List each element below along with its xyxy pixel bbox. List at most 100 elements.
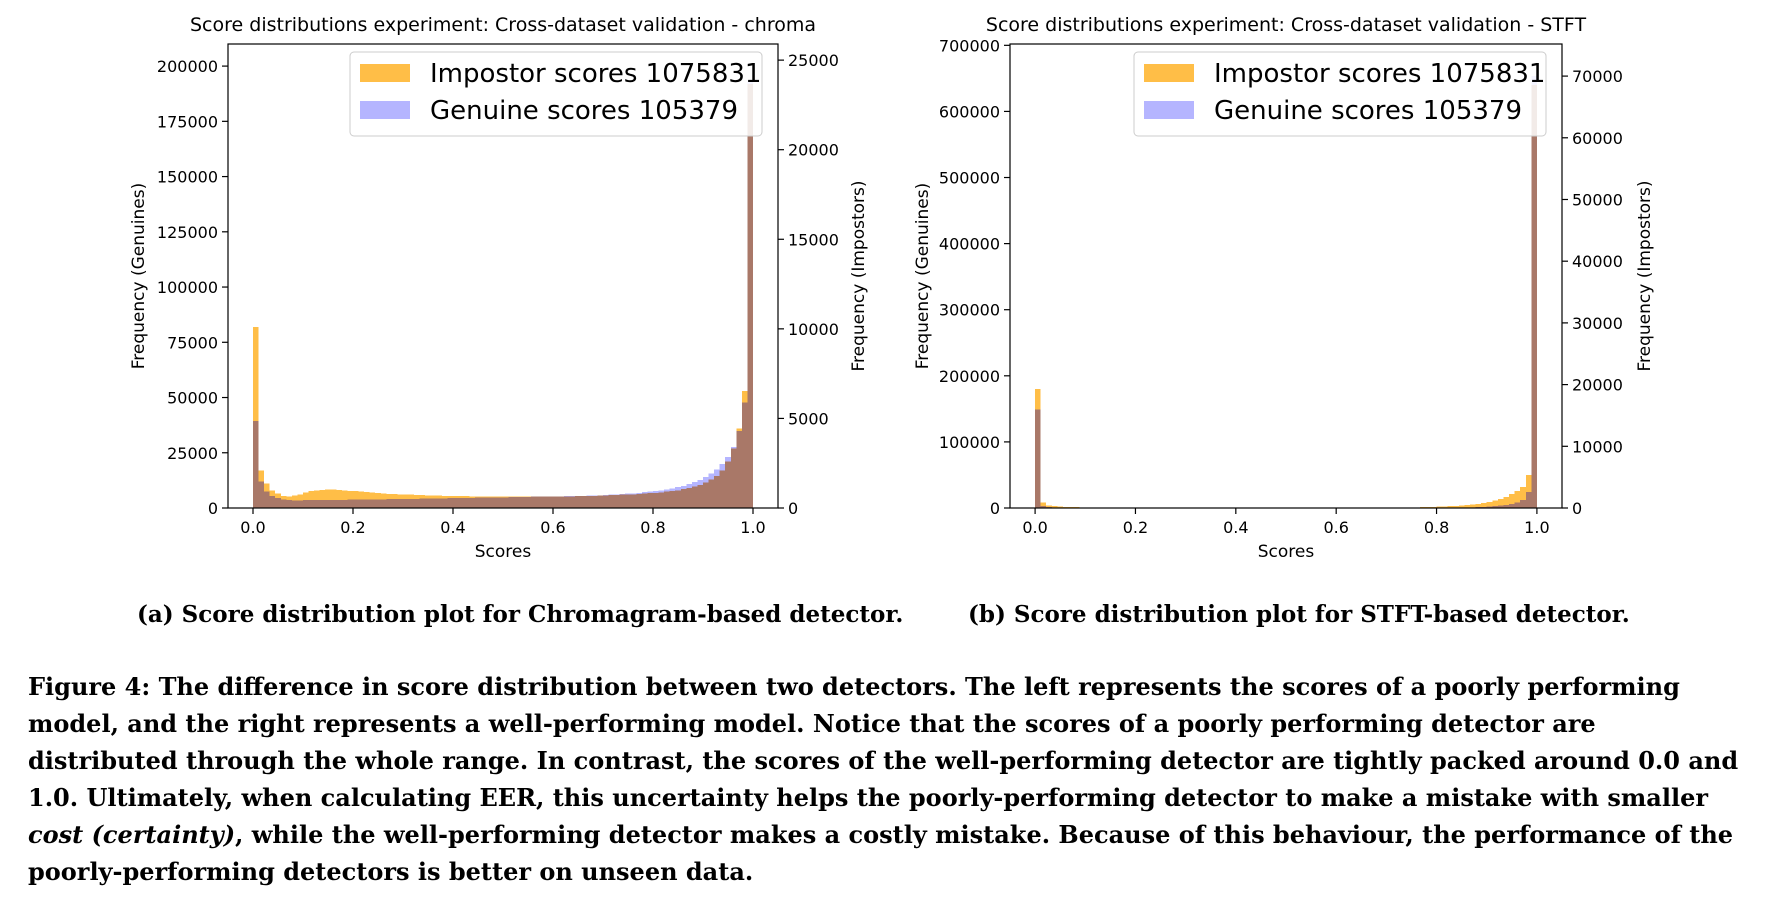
overlap-bar (597, 495, 603, 508)
y-left-tick-label: 25000 (167, 444, 218, 463)
y-right-tick-label: 50000 (1572, 190, 1623, 209)
chart-title: Score distributions experiment: Cross-da… (986, 14, 1587, 36)
overlap-bar (653, 492, 659, 508)
impostor-bar (308, 491, 315, 508)
overlap-bar (308, 499, 315, 508)
overlap-bar (741, 402, 748, 508)
x-tick-label: 0.8 (640, 518, 665, 537)
overlap-bar (1525, 491, 1532, 508)
overlap-bar (530, 496, 537, 508)
impostor-bar (1503, 496, 1510, 508)
subcaption-b: (b) Score distribution plot for STFT-bas… (968, 601, 1630, 628)
overlap-bar (591, 495, 598, 508)
impostor-bar (325, 489, 331, 508)
legend-box (349, 51, 763, 137)
overlap-bar (608, 495, 615, 508)
overlap-bar (430, 498, 437, 508)
overlap-bar (358, 499, 365, 508)
x-tick-label: 0.6 (1323, 518, 1348, 537)
x-tick-label: 0.0 (240, 518, 265, 537)
y-right-tick-label: 30000 (1572, 314, 1623, 333)
overlap-bar (375, 499, 381, 508)
y-right-tick-label: 15000 (788, 230, 839, 249)
y-left-tick-label: 200000 (939, 367, 1000, 386)
x-tick-label: 1.0 (1524, 518, 1549, 537)
overlap-bar (586, 495, 592, 508)
overlap-bar (669, 490, 676, 508)
y-left-tick-label: 700000 (939, 36, 1000, 55)
caption-emphasis: cost (certainty) (28, 820, 236, 849)
overlap-bar (730, 448, 737, 508)
x-tick-label: 0.0 (1022, 518, 1047, 537)
y-right-tick-label: 20000 (1572, 376, 1623, 395)
series-overlap (253, 83, 753, 509)
y-left-tick-label: 50000 (167, 389, 218, 408)
overlap-bar (386, 499, 392, 508)
y-left-tick-label: 300000 (939, 301, 1000, 320)
impostor-bar (1492, 500, 1498, 508)
overlap-bar (1520, 499, 1526, 508)
overlap-bar (697, 484, 703, 508)
overlap-bar (253, 421, 259, 508)
overlap-bar (286, 500, 292, 508)
y-left-tick-label: 500000 (939, 169, 1000, 188)
legend-label-impostor: Impostor scores 1075831 (430, 59, 761, 89)
overlap-bar (564, 496, 570, 508)
y-left-tick-label: 600000 (939, 102, 1000, 121)
legend-swatch-genuine (1144, 101, 1194, 119)
legend-swatch-impostor (1144, 64, 1194, 82)
overlap-bar (330, 499, 337, 508)
legend: Impostor scores 1075831 Genuine scores 10… (1133, 51, 1547, 137)
overlap-bar (680, 489, 687, 508)
overlap-bar (1486, 506, 1493, 508)
overlap-bar (258, 481, 265, 508)
y-right-tick-label: 5000 (788, 409, 829, 428)
impostor-bar (1436, 506, 1443, 508)
y-left-tick-label: 175000 (157, 112, 218, 131)
overlap-bar (691, 486, 698, 508)
overlap-bar (336, 499, 342, 508)
impostor-bar (1525, 474, 1532, 508)
overlap-bar (303, 500, 309, 508)
overlap-bar (619, 494, 626, 508)
overlap-bar (1509, 503, 1515, 508)
chart-stft: 0.0 0.2 0.4 0.6 0.8 1.00100000200000300000400… (913, 14, 1655, 562)
overlap-bar (536, 496, 542, 508)
y-right-tick-label: 0 (788, 499, 798, 518)
figure-charts: 0.0 0.2 0.4 0.6 0.8 1.00250005000075000100000… (129, 14, 1655, 562)
impostor-bar (319, 489, 326, 508)
overlap-bar (347, 499, 353, 508)
y-left-axis-label: Frequency (Genuines) (129, 183, 149, 370)
impostor-bar (1046, 505, 1052, 508)
y-left-tick-label: 100000 (939, 433, 1000, 452)
y-right-tick-label: 60000 (1572, 129, 1623, 148)
y-right-tick-label: 10000 (788, 320, 839, 339)
y-right-tick-label: 20000 (788, 141, 839, 160)
overlap-bar (547, 496, 553, 508)
y-right-tick-label: 70000 (1572, 67, 1623, 86)
impostor-bar (1497, 499, 1504, 508)
overlap-bar (453, 498, 459, 508)
impostor-bar (1486, 502, 1493, 508)
overlap-bar (569, 496, 576, 508)
impostor-bar (314, 490, 320, 508)
y-left-tick-label: 75000 (167, 333, 218, 352)
overlap-bar (747, 83, 753, 509)
overlap-bar (469, 497, 476, 508)
impostor-bar (1509, 494, 1515, 508)
overlap-bar (447, 498, 453, 508)
overlap-bar (580, 496, 587, 508)
overlap-bar (369, 499, 376, 508)
axes-frame (1009, 43, 1563, 509)
impostor-bar (253, 326, 259, 508)
x-tick-label: 0.4 (1223, 518, 1248, 537)
overlap-bar (403, 499, 409, 508)
overlap-bar (486, 497, 492, 508)
x-tick-label: 0.2 (340, 518, 365, 537)
overlap-bar (714, 475, 720, 508)
overlap-bar (558, 496, 565, 508)
overlap-bar (630, 494, 637, 508)
impostor-bar (1458, 505, 1465, 508)
y-left-tick-label: 100000 (157, 278, 218, 297)
impostor-bar (330, 489, 337, 508)
